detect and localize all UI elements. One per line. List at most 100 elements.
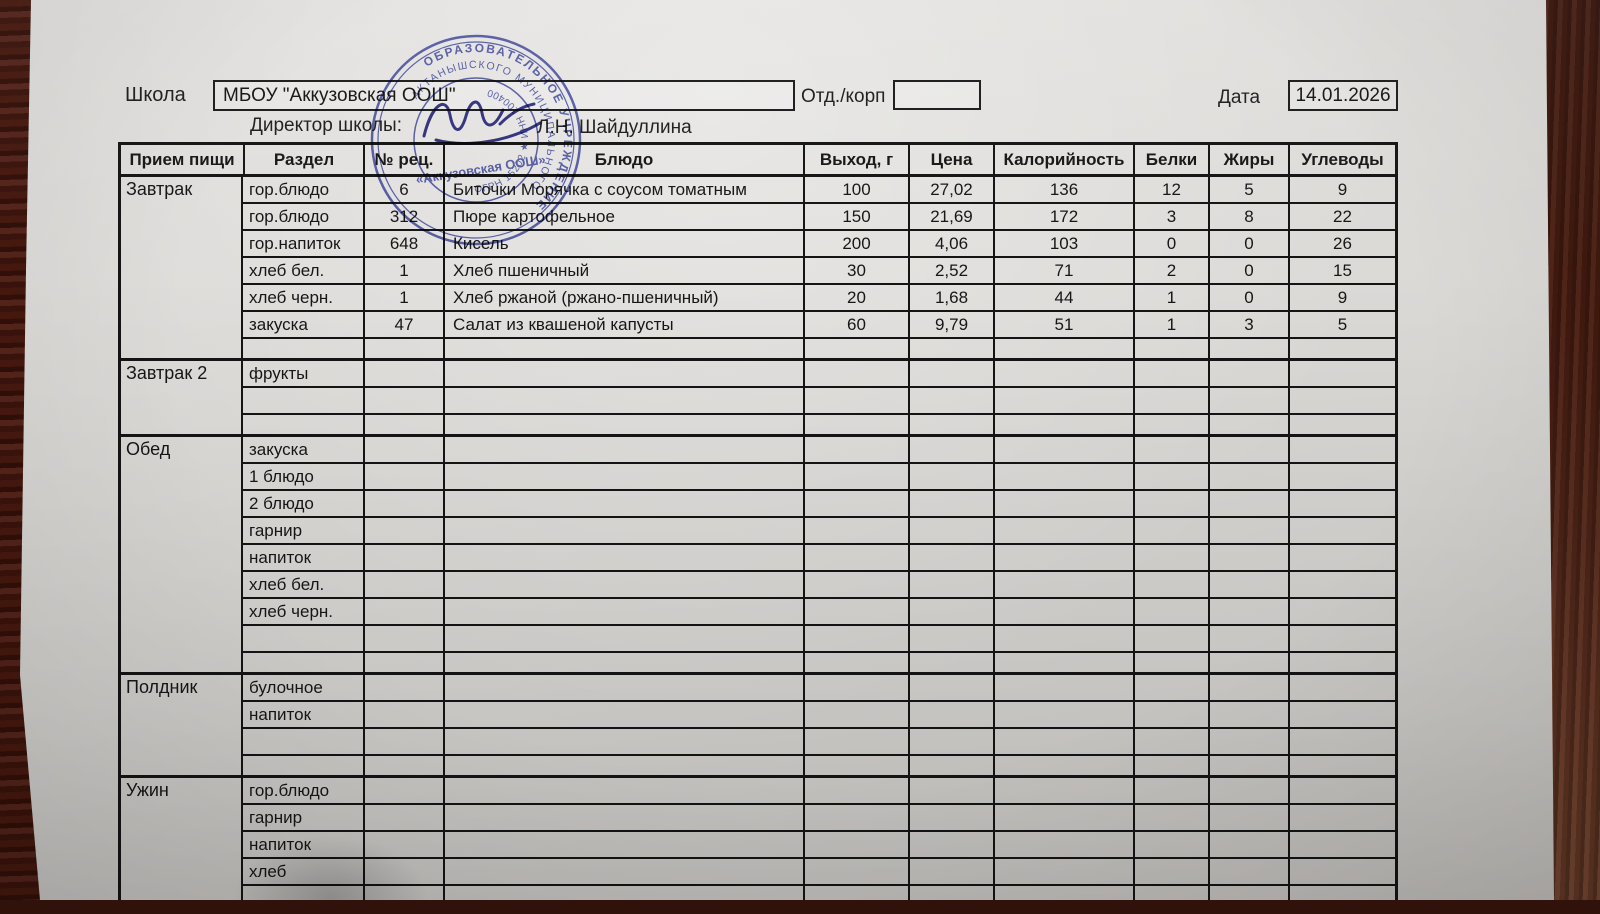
cell-fat xyxy=(1208,464,1288,489)
cell-razdel: закуска xyxy=(243,437,363,462)
cell-kcal xyxy=(993,832,1133,857)
cell-out xyxy=(803,491,908,516)
table-row xyxy=(243,337,1395,358)
cell-num xyxy=(363,859,443,884)
cell-price xyxy=(908,599,993,624)
table-row: закуска xyxy=(243,437,1395,462)
table-row xyxy=(243,651,1395,672)
column-header: Раздел xyxy=(243,145,363,174)
cell-kcal xyxy=(993,599,1133,624)
cell-dish xyxy=(443,545,803,570)
cell-carb: 9 xyxy=(1288,177,1395,202)
cell-dish xyxy=(443,518,803,543)
cell-razdel: напиток xyxy=(243,545,363,570)
cell-num xyxy=(363,415,443,434)
cell-out xyxy=(803,388,908,413)
table-row: фрукты xyxy=(243,361,1395,386)
cell-prot: 1 xyxy=(1133,285,1208,310)
cell-razdel: гарнир xyxy=(243,805,363,830)
cell-price: 27,02 xyxy=(908,177,993,202)
cell-razdel: гор.блюдо xyxy=(243,204,363,229)
table-row: напиток xyxy=(243,543,1395,570)
cell-dish xyxy=(443,339,803,358)
column-header: Белки xyxy=(1133,145,1208,174)
cell-kcal: 103 xyxy=(993,231,1133,256)
cell-prot xyxy=(1133,626,1208,651)
column-header: Углеводы xyxy=(1288,145,1395,174)
cell-num xyxy=(363,599,443,624)
cell-razdel: 2 блюдо xyxy=(243,491,363,516)
cell-dish xyxy=(443,572,803,597)
cell-kcal xyxy=(993,572,1133,597)
cell-num xyxy=(363,756,443,775)
cell-price xyxy=(908,339,993,358)
cell-carb xyxy=(1288,756,1395,775)
school-label: Школа xyxy=(125,84,186,107)
cell-fat xyxy=(1208,756,1288,775)
cell-fat xyxy=(1208,545,1288,570)
cell-dish: Хлеб ржаной (ржано-пшеничный) xyxy=(443,285,803,310)
cell-fat xyxy=(1208,886,1288,911)
cell-carb xyxy=(1288,415,1395,434)
cell-carb: 26 xyxy=(1288,231,1395,256)
meal-label: Полдник xyxy=(121,675,243,775)
cell-fat: 0 xyxy=(1208,285,1288,310)
cell-carb xyxy=(1288,886,1395,911)
cell-price xyxy=(908,464,993,489)
cell-price xyxy=(908,653,993,672)
cell-carb xyxy=(1288,653,1395,672)
cell-fat xyxy=(1208,599,1288,624)
cell-num xyxy=(363,729,443,754)
cell-fat xyxy=(1208,361,1288,386)
cell-out: 20 xyxy=(803,285,908,310)
table-row: напиток xyxy=(243,830,1395,857)
cell-num xyxy=(363,491,443,516)
cell-price xyxy=(908,518,993,543)
cell-num xyxy=(363,832,443,857)
cell-kcal xyxy=(993,778,1133,803)
cell-out xyxy=(803,702,908,727)
cell-price xyxy=(908,729,993,754)
cell-dish xyxy=(443,702,803,727)
cell-prot xyxy=(1133,832,1208,857)
cell-carb xyxy=(1288,675,1395,700)
cell-prot xyxy=(1133,675,1208,700)
cell-razdel: гор.блюдо xyxy=(243,177,363,202)
cell-carb xyxy=(1288,388,1395,413)
cell-carb xyxy=(1288,702,1395,727)
cell-prot xyxy=(1133,464,1208,489)
cell-price xyxy=(908,388,993,413)
cell-kcal xyxy=(993,729,1133,754)
cell-kcal: 44 xyxy=(993,285,1133,310)
cell-kcal xyxy=(993,388,1133,413)
cell-out xyxy=(803,675,908,700)
cell-fat xyxy=(1208,572,1288,597)
cell-num xyxy=(363,886,443,911)
cell-dish xyxy=(443,832,803,857)
cell-dish xyxy=(443,729,803,754)
cell-prot xyxy=(1133,415,1208,434)
cell-price xyxy=(908,491,993,516)
cell-razdel xyxy=(243,339,363,358)
cell-out xyxy=(803,832,908,857)
cell-razdel xyxy=(243,388,363,413)
cell-price xyxy=(908,437,993,462)
cell-fat xyxy=(1208,653,1288,672)
cell-num: 47 xyxy=(363,312,443,337)
cell-fat xyxy=(1208,805,1288,830)
meal-label: Ужин xyxy=(121,778,243,911)
cell-prot: 3 xyxy=(1133,204,1208,229)
cell-carb: 5 xyxy=(1288,312,1395,337)
cell-kcal xyxy=(993,756,1133,775)
cell-carb xyxy=(1288,339,1395,358)
cell-prot xyxy=(1133,653,1208,672)
cell-out xyxy=(803,339,908,358)
cell-carb xyxy=(1288,832,1395,857)
cell-dish xyxy=(443,653,803,672)
cell-fat xyxy=(1208,729,1288,754)
cell-fat xyxy=(1208,778,1288,803)
